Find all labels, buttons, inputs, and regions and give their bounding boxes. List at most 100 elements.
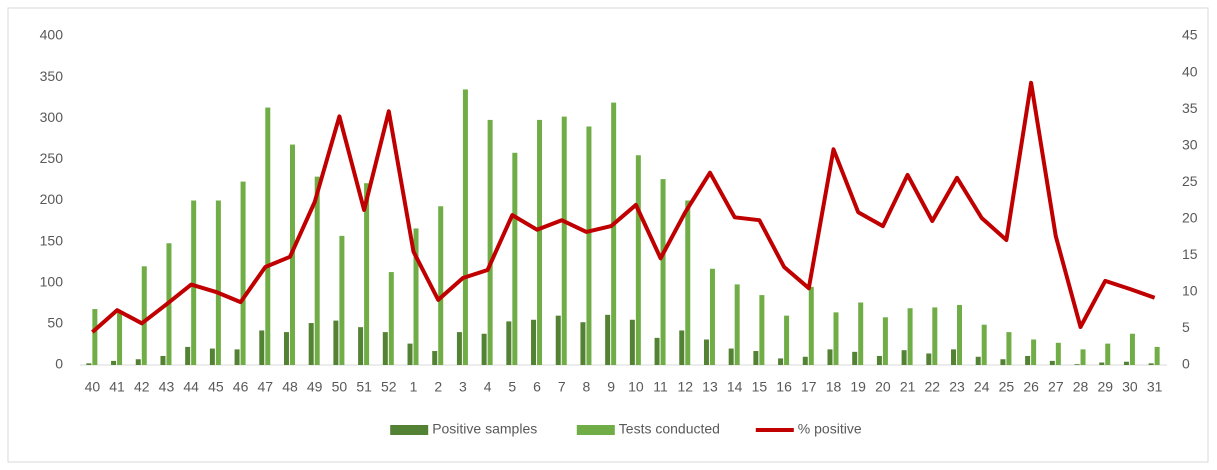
bar xyxy=(185,346,191,365)
x-tick-label: 7 xyxy=(558,379,566,395)
bar xyxy=(537,119,543,366)
x-tick-label: 25 xyxy=(999,379,1015,395)
bar xyxy=(703,339,709,365)
y-tick-label: 50 xyxy=(47,315,63,331)
x-tick-label: 30 xyxy=(1122,379,1138,395)
x-tick-label: 42 xyxy=(134,379,150,395)
x-tick-label: 52 xyxy=(381,379,397,395)
x-tick-label: 24 xyxy=(974,379,990,395)
bar xyxy=(456,332,462,365)
bar xyxy=(259,330,265,365)
x-tick-label: 48 xyxy=(282,379,298,395)
x-tick-label: 3 xyxy=(459,379,467,395)
x-tick-label: 41 xyxy=(109,379,125,395)
bar xyxy=(160,355,166,365)
bar xyxy=(333,320,339,365)
bar xyxy=(438,206,444,365)
x-tick-label: 50 xyxy=(332,379,348,395)
bar xyxy=(407,343,413,365)
x-tick-label: 28 xyxy=(1073,379,1089,395)
bar xyxy=(1080,349,1086,365)
bar xyxy=(413,228,419,365)
bar xyxy=(339,235,345,365)
bar xyxy=(111,360,117,365)
chart-frame xyxy=(7,7,1209,463)
legend-label: Tests conducted xyxy=(619,421,720,437)
bar xyxy=(808,286,814,365)
bar xyxy=(1099,362,1105,365)
bar xyxy=(709,268,715,365)
bar xyxy=(1074,364,1080,365)
bar xyxy=(364,183,370,365)
y2-tick-label: 20 xyxy=(1182,209,1198,225)
x-tick-label: 22 xyxy=(925,379,941,395)
x-tick-label: 51 xyxy=(356,379,372,395)
bar xyxy=(685,200,691,365)
bar xyxy=(432,351,438,365)
bar xyxy=(907,308,913,365)
bar xyxy=(555,315,561,365)
bar xyxy=(728,348,734,365)
bar xyxy=(481,333,487,365)
x-tick-label: 20 xyxy=(875,379,891,395)
y-tick-label: 350 xyxy=(40,68,64,84)
bar xyxy=(1154,346,1160,365)
x-tick-label: 49 xyxy=(307,379,323,395)
bar xyxy=(506,321,512,365)
bar xyxy=(635,155,641,365)
bar xyxy=(209,348,215,365)
y2-tick-label: 10 xyxy=(1182,283,1198,299)
bar xyxy=(1129,333,1135,365)
line xyxy=(91,80,1156,334)
bar xyxy=(586,126,592,365)
x-tick-label: 8 xyxy=(583,379,591,395)
x-tick-label: 19 xyxy=(850,379,866,395)
x-tick-label: 13 xyxy=(702,379,718,395)
x-tick-label: 43 xyxy=(159,379,175,395)
x-tick-label: 5 xyxy=(508,379,516,395)
bar xyxy=(605,314,611,365)
y-tick-label: 0 xyxy=(55,356,63,372)
bar xyxy=(1025,355,1031,365)
bar xyxy=(308,323,314,365)
bar xyxy=(882,317,888,365)
bar xyxy=(1031,339,1037,365)
x-tick-label: 47 xyxy=(257,379,273,395)
bar xyxy=(778,358,784,365)
bar xyxy=(191,200,197,365)
x-tick-label: 17 xyxy=(801,379,817,395)
bar xyxy=(611,102,617,365)
y-tick-label: 400 xyxy=(40,27,64,43)
x-tick-label: 27 xyxy=(1048,379,1064,395)
bar xyxy=(759,295,765,365)
y2-tick-label: 40 xyxy=(1182,63,1198,79)
bar xyxy=(734,284,740,365)
legend-swatch xyxy=(390,425,429,435)
x-tick-label: 18 xyxy=(826,379,842,395)
bar xyxy=(388,272,394,365)
x-tick-label: 23 xyxy=(949,379,965,395)
bar xyxy=(827,349,833,365)
bar xyxy=(654,337,660,365)
bar xyxy=(1055,342,1061,365)
bar xyxy=(932,307,938,365)
bar xyxy=(1105,343,1111,365)
bar xyxy=(660,179,666,365)
bar xyxy=(580,322,586,365)
legend-label: Positive samples xyxy=(432,421,537,437)
bar xyxy=(753,351,759,365)
bar xyxy=(833,312,839,365)
bar xyxy=(858,302,864,365)
bar xyxy=(382,332,388,365)
bar xyxy=(802,356,808,365)
bar xyxy=(234,349,240,365)
legend-label: % positive xyxy=(798,421,862,437)
bar xyxy=(531,319,537,365)
x-tick-label: 11 xyxy=(653,379,668,395)
x-tick-label: 46 xyxy=(233,379,249,395)
y-tick-label: 200 xyxy=(40,191,64,207)
bar xyxy=(358,327,364,365)
bar xyxy=(265,107,271,366)
y2-tick-label: 5 xyxy=(1182,319,1190,335)
